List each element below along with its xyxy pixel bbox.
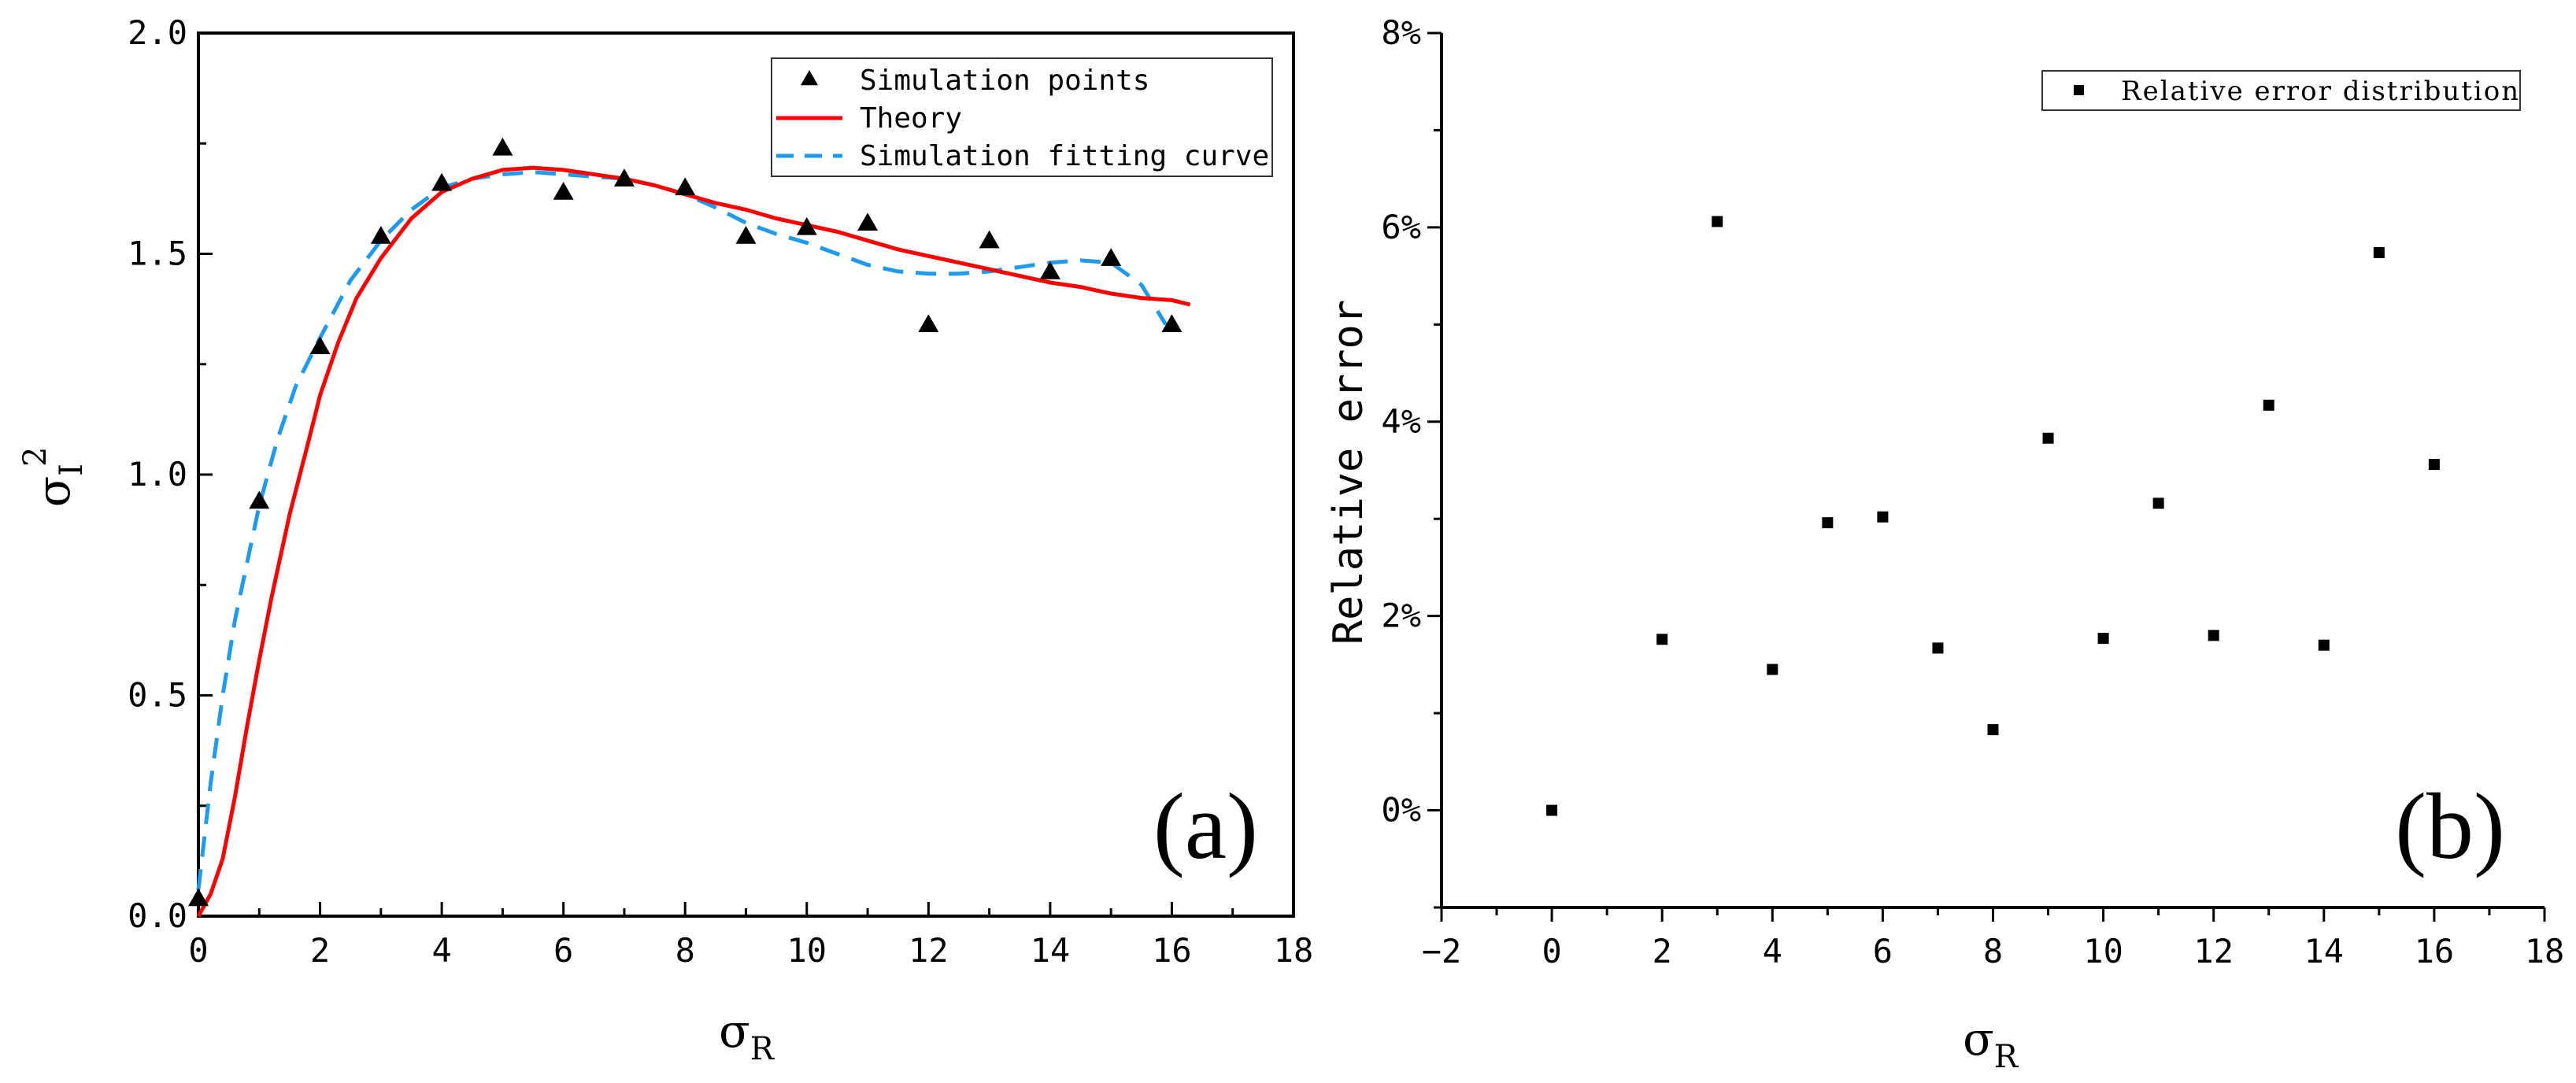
x-tick-label: 6 <box>553 931 573 970</box>
panel-label-b: (b) <box>2395 774 2505 878</box>
relative-error-point <box>1877 511 1889 523</box>
relative-error-point <box>1712 216 1723 227</box>
relative-error-point <box>1932 642 1944 654</box>
x-tick-label: 18 <box>1274 931 1314 970</box>
simulation-point <box>1039 261 1060 279</box>
x-tick-label: 10 <box>786 931 827 970</box>
y-tick-label: 4% <box>1381 402 1421 441</box>
simulation-point <box>1161 314 1183 333</box>
y-tick-label: 6% <box>1381 208 1421 246</box>
legend-label-simulation-points: Simulation points <box>860 65 1149 97</box>
simulation-point <box>735 226 757 244</box>
simulation-point <box>857 213 879 231</box>
legend-b <box>2041 70 2521 111</box>
relative-error-point <box>2152 497 2164 509</box>
legend-triangle-icon <box>801 70 818 86</box>
y-tick-label: 2.0 <box>128 13 187 52</box>
x-axis-label-a: σR <box>719 1004 775 1067</box>
simulation-point <box>675 177 696 196</box>
x-axis-label-b: σR <box>1963 1012 2019 1075</box>
simulation-point <box>553 181 574 200</box>
simulation-point <box>431 172 453 191</box>
simulation-point <box>492 137 513 156</box>
y-axis-label-b: Relative error <box>1325 300 1372 645</box>
simulation-point <box>613 168 635 187</box>
x-tick-label: 16 <box>1152 931 1192 970</box>
y-tick-label: 1.0 <box>128 455 187 493</box>
y-tick-label: 0.5 <box>128 676 187 715</box>
y-tick-label: 0.0 <box>128 896 187 935</box>
simulation-point <box>979 230 1000 249</box>
x-tick-label: 8 <box>675 931 695 970</box>
x-tick-label: 12 <box>909 931 949 970</box>
x-tick-label: 2 <box>1653 932 1672 970</box>
x-tick-label: 8 <box>1983 932 2003 970</box>
legend-square-icon <box>2074 85 2084 95</box>
panel-a: 0 2 4 6 8 10 12 14 16 18 0.0 0.5 1.0 1.5 2.0 Simulation… <box>17 13 1313 1067</box>
x-tick-label: 18 <box>2525 932 2565 970</box>
simulation-point <box>370 226 391 244</box>
x-tick-label: 4 <box>431 931 451 970</box>
relative-error-point <box>2208 630 2219 641</box>
fit-curve-line <box>196 170 1168 890</box>
y-tick-label: 0% <box>1381 791 1421 830</box>
panel-b: −2 0 2 4 6 8 10 12 14 16 18 0% 2% 4% 6% 8% Relative erro… <box>1325 13 2564 1075</box>
simulation-point <box>249 490 270 509</box>
relative-error-point <box>2428 459 2440 471</box>
simulation-point <box>309 336 331 355</box>
x-tick-label: 10 <box>2083 932 2123 970</box>
y-tick-label: 2% <box>1381 597 1421 635</box>
x-tick-label: 12 <box>2193 932 2234 970</box>
relative-error-point <box>2373 246 2385 258</box>
x-tick-label: −2 <box>1422 932 1462 970</box>
legend-label-relative-error: Relative error distribution <box>2121 76 2520 107</box>
relative-error-point <box>1822 517 1834 529</box>
simulation-point <box>918 314 939 333</box>
legend-label-fit-curve: Simulation fitting curve <box>860 140 1269 172</box>
x-tick-label: 6 <box>1873 932 1893 970</box>
relative-error-point <box>2097 633 2109 645</box>
relative-error-point <box>1767 663 1778 675</box>
theory-line <box>196 165 1191 918</box>
x-tick-label: 14 <box>1031 931 1071 970</box>
simulation-point <box>1101 248 1122 266</box>
x-tick-label: 2 <box>310 931 330 970</box>
x-tick-label: 0 <box>188 931 208 970</box>
relative-error-point <box>1546 804 1558 816</box>
relative-error-point <box>2263 399 2274 411</box>
x-tick-label: 0 <box>1542 932 1561 970</box>
legend-a <box>771 57 1273 177</box>
legend-label-theory: Theory <box>860 102 962 135</box>
simulation-point <box>796 216 817 235</box>
relative-error-point <box>2042 432 2054 444</box>
panel-label-a: (a) <box>1153 774 1258 878</box>
y-axis-label-a: σI2 <box>17 447 90 508</box>
y-tick-label: 8% <box>1381 13 1421 52</box>
x-tick-label: 14 <box>2304 932 2345 970</box>
simulation-point <box>188 888 209 907</box>
x-tick-label: 16 <box>2415 932 2455 970</box>
relative-error-point <box>1987 724 1999 736</box>
x-tick-label: 4 <box>1763 932 1782 970</box>
relative-error-point <box>1656 634 1668 645</box>
relative-error-point <box>2318 639 2330 651</box>
y-tick-label: 1.5 <box>128 235 187 273</box>
